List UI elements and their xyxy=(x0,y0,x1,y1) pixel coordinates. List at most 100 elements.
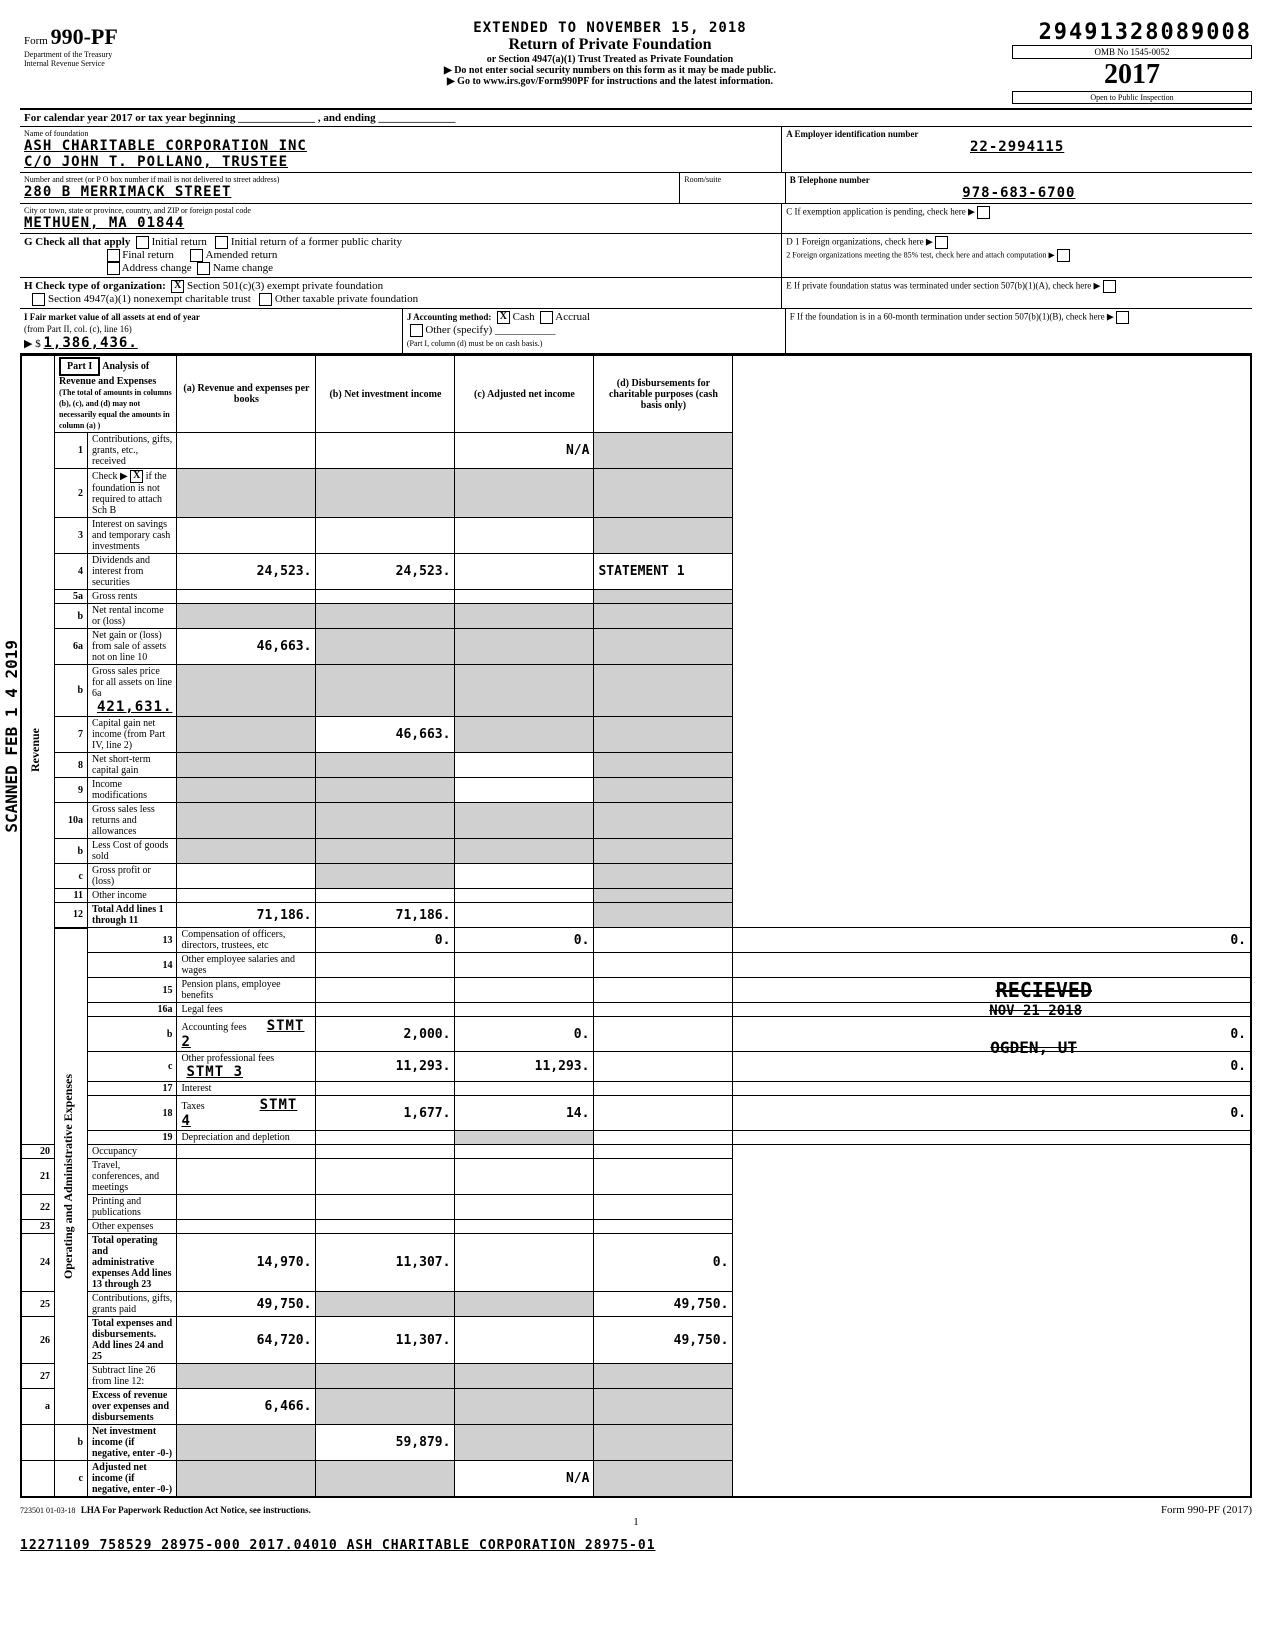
line-14: Other employee salaries and wages xyxy=(177,953,316,978)
room-label: Room/suite xyxy=(684,175,780,184)
line-11: Other income xyxy=(88,889,177,903)
extended-date: EXTENDED TO NOVEMBER 15, 2018 xyxy=(218,20,1002,36)
ij-row: I Fair market value of all assets at end… xyxy=(20,309,1252,354)
page-number: 1 xyxy=(20,1516,1252,1528)
h-501c3: Section 501(c)(3) exempt private foundat… xyxy=(187,280,383,292)
f-60month: F If the foundation is in a 60-month ter… xyxy=(790,311,1248,324)
l6a-a: 46,663. xyxy=(177,629,316,665)
l12-b: 71,186. xyxy=(316,903,455,928)
return-title: Return of Private Foundation xyxy=(218,36,1002,54)
line-2: Check ▶ X if the foundation is not requi… xyxy=(88,469,177,518)
d1-foreign: D 1 Foreign organizations, check here ▶ xyxy=(786,236,1248,249)
g-initial: Initial return xyxy=(152,236,207,248)
street-address: 280 B MERRIMACK STREET xyxy=(24,184,675,200)
part1-table: Revenue Part I Analysis of Revenue and E… xyxy=(20,354,1252,1498)
g-addr-change-checkbox[interactable] xyxy=(107,262,120,275)
tax-year: 2017 xyxy=(1012,59,1252,91)
identity-block: Name of foundation ASH CHARITABLE CORPOR… xyxy=(20,127,1252,173)
l18-b: 14. xyxy=(455,1096,594,1131)
lha-notice: LHA For Paperwork Reduction Act Notice, … xyxy=(81,1505,311,1515)
l2-checkbox[interactable]: X xyxy=(130,470,143,483)
revenue-side-label: Revenue xyxy=(26,724,45,776)
received-stamp: RECIEVED xyxy=(996,978,1092,1002)
calendar-year-row: For calendar year 2017 or tax year begin… xyxy=(20,110,1252,127)
c-checkbox[interactable] xyxy=(977,206,990,219)
line-27c: Adjusted net income (if negative, enter … xyxy=(88,1461,177,1498)
col-a-head: (a) Revenue and expenses per books xyxy=(177,355,316,433)
l27a-a: 6,466. xyxy=(177,1389,316,1425)
g-initial-checkbox[interactable] xyxy=(136,236,149,249)
g-name-change: Name change xyxy=(213,262,273,274)
line-19: Depreciation and depletion xyxy=(177,1131,316,1145)
l13-a: 0. xyxy=(316,928,455,953)
l13-b: 0. xyxy=(455,928,594,953)
l26-a: 64,720. xyxy=(177,1317,316,1364)
line-21: Travel, conferences, and meetings xyxy=(88,1159,177,1195)
c-exemption: C If exemption application is pending, c… xyxy=(786,206,1248,219)
d2-foreign: 2 Foreign organizations meeting the 85% … xyxy=(786,249,1248,262)
line-25: Contributions, gifts, grants paid xyxy=(88,1292,177,1317)
l16b-b: 0. xyxy=(455,1017,594,1052)
h-label: H Check type of organization: xyxy=(24,280,166,292)
col-d-head: (d) Disbursements for charitable purpose… xyxy=(594,355,733,433)
tel-label: B Telephone number xyxy=(790,175,1248,185)
line-6b: Gross sales price for all assets on line… xyxy=(88,665,177,717)
expenses-side-label: Operating and Administrative Expenses xyxy=(59,1070,78,1283)
footer-form: Form 990-PF (2017) xyxy=(1161,1504,1252,1516)
ssn-warning: ▶ Do not enter social security numbers o… xyxy=(218,65,1002,76)
form-prefix: Form xyxy=(24,35,48,47)
line-24: Total operating and administrative expen… xyxy=(88,1234,177,1292)
h-other-checkbox[interactable] xyxy=(259,293,272,306)
l1-c: N/A xyxy=(455,433,594,469)
footer-row: 723501 01-03-18 LHA For Paperwork Reduct… xyxy=(20,1504,1252,1516)
line-13: Compensation of officers, directors, tru… xyxy=(177,928,316,953)
h-4947: Section 4947(a)(1) nonexempt charitable … xyxy=(48,293,251,305)
j-accrual-checkbox[interactable] xyxy=(540,311,553,324)
dept-treasury: Department of the Treasury xyxy=(24,50,204,59)
d2-checkbox[interactable] xyxy=(1057,249,1070,262)
i-sub: (from Part II, col. (c), line 16) xyxy=(24,324,132,334)
h-4947-checkbox[interactable] xyxy=(32,293,45,306)
i-label: I Fair market value of all assets at end… xyxy=(24,312,200,322)
g-final: Final return xyxy=(122,249,174,261)
j-cash: Cash xyxy=(513,311,535,323)
city-state-zip: METHUEN, MA 01844 xyxy=(24,215,777,231)
line-23: Other expenses xyxy=(88,1220,177,1234)
e-checkbox[interactable] xyxy=(1103,280,1116,293)
j-label: J Accounting method: xyxy=(407,312,492,322)
l18-d: 0. xyxy=(733,1096,1251,1131)
line-16c: Other professional fees STMT 3 xyxy=(177,1052,316,1082)
foundation-name-2: C/O JOHN T. POLLANO, TRUSTEE xyxy=(24,154,777,170)
line-16a: Legal fees xyxy=(177,1003,316,1017)
ein-value: 22-2994115 xyxy=(786,139,1248,155)
footer-bottom-line: 12271109 758529 28975-000 2017.04010 ASH… xyxy=(20,1538,1252,1553)
l16c-b: 11,293. xyxy=(455,1052,594,1082)
l27b-b: 59,879. xyxy=(316,1425,455,1461)
line-16b: Accounting fees STMT 2 xyxy=(177,1017,316,1052)
line-12: Total Add lines 1 through 11 xyxy=(88,903,177,928)
line-17: Interest xyxy=(177,1082,316,1096)
l26-d: 49,750. xyxy=(594,1317,733,1364)
d1-checkbox[interactable] xyxy=(935,236,948,249)
e-terminated: E If private foundation status was termi… xyxy=(786,280,1248,293)
l4-d: STATEMENT 1 xyxy=(594,554,733,590)
line-15: Pension plans, employee benefits xyxy=(177,978,316,1003)
g-initial-former-checkbox[interactable] xyxy=(215,236,228,249)
g-amended-checkbox[interactable] xyxy=(190,249,203,262)
address-row: Number and street (or P O box number if … xyxy=(20,173,1252,204)
l6b-val: 421,631. xyxy=(97,699,172,715)
h-501c3-checkbox[interactable]: X xyxy=(171,280,184,293)
line-18: Taxes STMT 4 xyxy=(177,1096,316,1131)
j-cash-checkbox[interactable]: X xyxy=(497,311,510,324)
l24-b: 11,307. xyxy=(316,1234,455,1292)
g-amended: Amended return xyxy=(206,249,278,261)
f-checkbox[interactable] xyxy=(1116,311,1129,324)
cal-year-label: For calendar year 2017 or tax year begin… xyxy=(20,110,1252,126)
g-name-change-checkbox[interactable] xyxy=(197,262,210,275)
line-20: Occupancy xyxy=(88,1145,177,1159)
l12-a: 71,186. xyxy=(177,903,316,928)
form-id-box: Form 990-PF Department of the Treasury I… xyxy=(20,20,208,72)
addr-label: Number and street (or P O box number if … xyxy=(24,175,675,184)
j-other-checkbox[interactable] xyxy=(410,324,423,337)
g-final-checkbox[interactable] xyxy=(107,249,120,262)
